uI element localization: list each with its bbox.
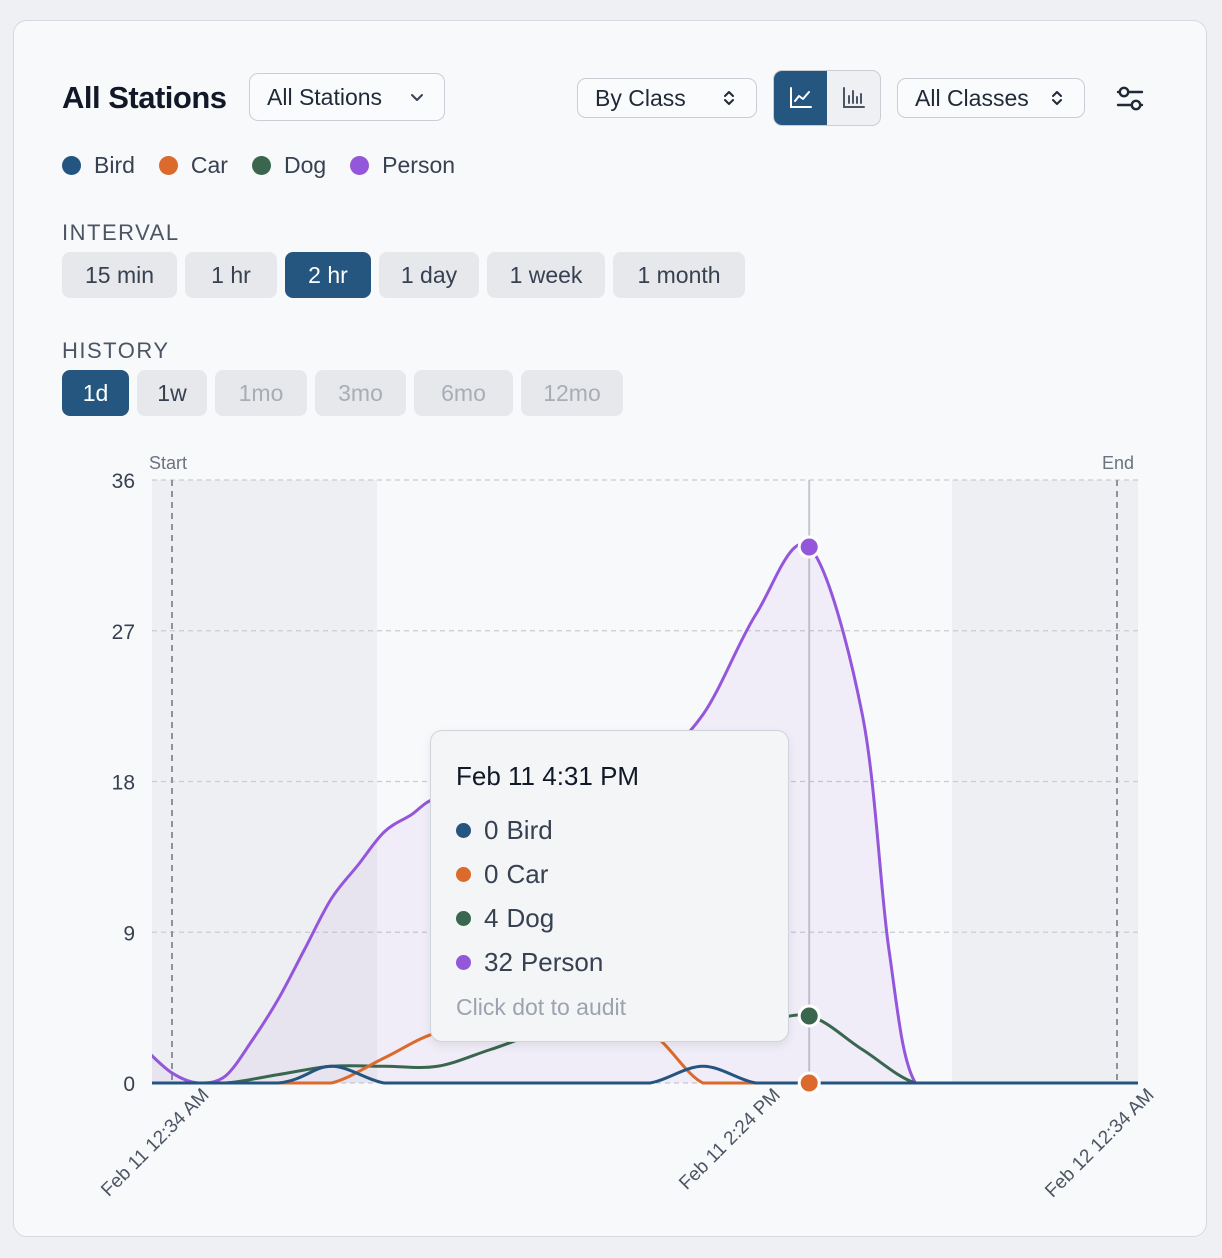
- chevron-down-icon: [411, 94, 423, 101]
- history-option-3mo[interactable]: 3mo: [315, 370, 406, 416]
- highlight-point-dog: [797, 1004, 821, 1028]
- legend-label: Dog: [283, 152, 327, 178]
- tooltip-rows: 0 Bird 0 Car 4 Dog 32 Person: [456, 808, 788, 984]
- station-select[interactable]: All Stations: [249, 73, 445, 121]
- series-line-bird: [152, 1064, 1138, 1085]
- group-by-select[interactable]: By Class: [577, 78, 757, 118]
- interval-options: 15 min 1 hr 2 hr 1 day 1 week 1 month: [62, 252, 753, 298]
- history-option-12mo[interactable]: 12mo: [521, 370, 623, 416]
- chart-type-toggle: [773, 70, 881, 126]
- tooltip-label: Person: [520, 946, 604, 977]
- up-down-chevron-icon: [724, 91, 734, 105]
- tooltip-row-car: 0 Car: [456, 852, 788, 896]
- y-tick-label: 27: [112, 621, 135, 644]
- up-down-chevron-icon: [1052, 91, 1062, 105]
- x-tick-label: Feb 12 12:34 AM: [1041, 1085, 1158, 1202]
- history-option-6mo[interactable]: 6mo: [414, 370, 513, 416]
- tooltip-label: Bird: [506, 814, 553, 845]
- bar-chart-icon: [842, 87, 865, 108]
- x-tick-label: Feb 11 12:34 AM: [97, 1085, 213, 1201]
- tooltip-label: Dog: [506, 902, 555, 933]
- interval-option-1-day[interactable]: 1 day: [379, 252, 479, 298]
- y-tick-label: 0: [123, 1073, 135, 1096]
- legend-label: Bird: [94, 152, 135, 178]
- tooltip-value: 0: [484, 858, 499, 889]
- legend-label: Car: [190, 152, 228, 178]
- tooltip-row-dog: 4 Dog: [456, 896, 788, 940]
- tooltip-label: Car: [506, 858, 549, 889]
- class-select[interactable]: All Classes: [897, 78, 1085, 118]
- interval-option-1-week[interactable]: 1 week: [487, 252, 605, 298]
- legend-item-bird[interactable]: Bird: [62, 152, 135, 179]
- end-marker-label: End: [1102, 453, 1134, 473]
- class-select-value: All Classes: [915, 84, 1029, 111]
- legend-swatch: [62, 156, 81, 175]
- interval-option-1-hr[interactable]: 1 hr: [185, 252, 277, 298]
- station-select-value: All Stations: [267, 83, 383, 110]
- interval-option-1-month[interactable]: 1 month: [613, 252, 745, 298]
- start-marker-label: Start: [149, 453, 187, 473]
- legend-swatch: [158, 156, 178, 175]
- interval-option-15-min[interactable]: 15 min: [62, 252, 177, 298]
- legend-swatch: [350, 156, 370, 175]
- highlight-point-car: [797, 1071, 821, 1095]
- history-option-1d[interactable]: 1d: [62, 370, 129, 416]
- legend-swatch: [251, 156, 271, 175]
- history-option-1mo[interactable]: 1mo: [215, 370, 307, 416]
- tooltip-title: Feb 11 4:31 PM: [456, 761, 640, 791]
- y-tick-label: 18: [112, 772, 135, 795]
- bar-chart-button[interactable]: [827, 71, 880, 125]
- tooltip-swatch: [456, 866, 471, 882]
- legend-item-car[interactable]: Car: [158, 152, 228, 179]
- y-tick-label: 36: [112, 470, 135, 493]
- tooltip-value: 0: [484, 814, 499, 845]
- legend-item-dog[interactable]: Dog: [251, 152, 327, 179]
- history-option-1w[interactable]: 1w: [137, 370, 207, 416]
- chart-tooltip: Feb 11 4:31 PM 0 Bird 0 Car 4 Dog 32 Person Cli…: [430, 730, 789, 1042]
- interval-label: INTERVAL: [62, 220, 180, 245]
- history-label: HISTORY: [62, 338, 170, 363]
- line-chart-icon: [789, 87, 812, 108]
- history-options: 1d 1w 1mo 3mo 6mo 12mo: [62, 370, 631, 416]
- interval-option-2-hr[interactable]: 2 hr: [285, 252, 371, 298]
- x-tick-label: Feb 11 2:24 PM: [675, 1085, 784, 1194]
- group-by-value: By Class: [595, 84, 686, 111]
- legend-label: Person: [382, 152, 456, 178]
- tooltip-row-bird: 0 Bird: [456, 808, 788, 852]
- tooltip-value: 32: [484, 946, 513, 977]
- highlight-point-person: [797, 535, 821, 559]
- tooltip-value: 4: [484, 902, 499, 933]
- series-legend: Bird Car Dog Person: [62, 152, 479, 179]
- y-tick-label: 9: [123, 922, 135, 945]
- legend-item-person[interactable]: Person: [350, 152, 455, 179]
- tooltip-swatch: [456, 954, 471, 970]
- page-title: All Stations: [62, 80, 227, 115]
- tooltip-row-person: 32 Person: [456, 940, 788, 984]
- tooltip-swatch: [456, 822, 471, 838]
- line-chart-button[interactable]: [774, 71, 827, 125]
- tooltip-hint: Click dot to audit: [456, 994, 627, 1020]
- filter-settings-icon[interactable]: [1114, 84, 1146, 114]
- tooltip-swatch: [456, 910, 471, 926]
